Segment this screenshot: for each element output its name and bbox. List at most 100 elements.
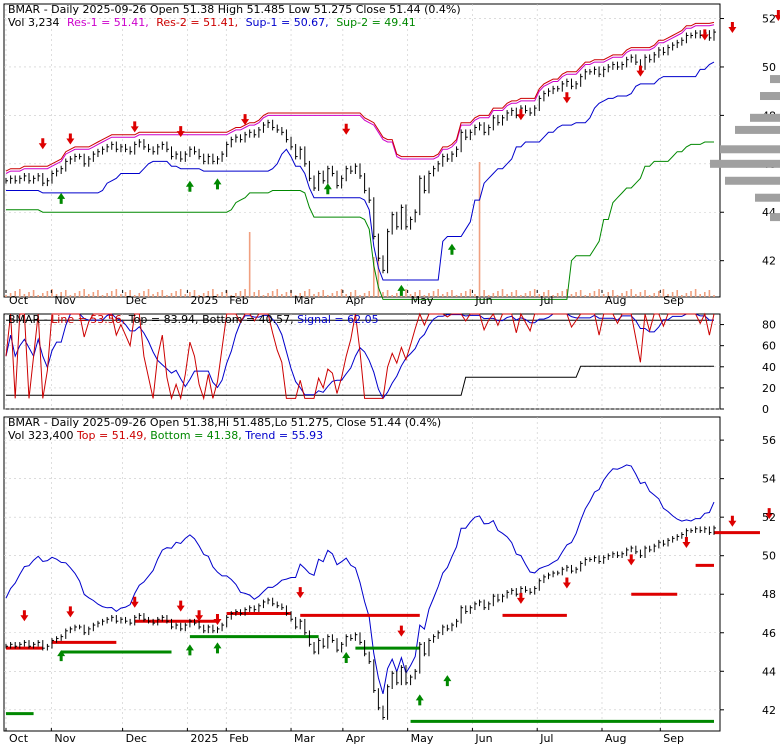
- volume-bar: [5, 295, 7, 297]
- volume-bar: [124, 292, 127, 297]
- volume-bar: [520, 295, 522, 297]
- trend-sell-arrow: [176, 600, 185, 612]
- sell-arrow: [516, 109, 525, 121]
- y-tick-label-50: 50: [762, 61, 776, 74]
- volume-bar: [662, 289, 665, 297]
- volume-bar: [350, 292, 352, 297]
- volume-bar: [653, 293, 656, 297]
- osc-bottom-line: [6, 365, 714, 396]
- volume-bar: [74, 293, 76, 297]
- sell-arrow: [38, 138, 47, 150]
- volume-bar: [64, 290, 67, 297]
- volume-bar: [143, 291, 145, 297]
- volume-bar: [497, 291, 499, 297]
- buy-arrow: [57, 192, 66, 204]
- osc-bottom-label: Bottom = 40.57,: [202, 313, 294, 326]
- osc-symbol: BMAR -: [8, 313, 51, 326]
- buy-arrow: [323, 183, 332, 195]
- signal-arrows: [38, 9, 780, 296]
- volume-bar: [202, 293, 205, 297]
- volume-bar: [152, 294, 154, 297]
- trend-panel-frame: [3, 416, 721, 732]
- volume-bar: [248, 232, 251, 297]
- trend-buy-arrow: [185, 644, 194, 656]
- vol-label: Vol 3,234: [8, 16, 59, 29]
- volume-bar: [625, 291, 628, 297]
- volume-bar: [658, 291, 660, 297]
- volume-bar: [271, 291, 274, 297]
- trend-sell-arrow: [627, 554, 636, 566]
- volume-bar: [78, 291, 81, 297]
- profile-bar: [770, 213, 780, 222]
- sup1-label: Sup-1 = 50.67,: [246, 16, 329, 29]
- trend-sell-arrow: [516, 592, 525, 604]
- volume-bar: [18, 289, 21, 297]
- volume-bar: [428, 293, 430, 297]
- x-tick-label-may: May: [411, 732, 434, 745]
- volume-bar: [281, 294, 283, 297]
- volume-bar: [382, 292, 384, 297]
- volume-bar: [372, 257, 375, 297]
- x-tick-label-aug: Aug: [605, 294, 626, 307]
- trend-sell-arrow: [296, 587, 305, 599]
- volume-bar: [92, 292, 95, 297]
- volume-bar: [363, 293, 366, 297]
- volume-bar: [593, 291, 596, 297]
- volume-bar: [32, 290, 35, 297]
- x-tick-label-aug: Aug: [605, 732, 626, 745]
- volume-bar: [492, 293, 495, 297]
- profile-bar: [755, 193, 780, 202]
- volume-bar: [230, 295, 233, 297]
- volume-bar: [464, 291, 467, 297]
- volume-bar: [612, 290, 614, 297]
- price-header-line2: Vol 3,234 Res-1 = 51.41, Res-2 = 51.41, …: [8, 16, 416, 29]
- x-tick-label-jun: Jun: [474, 294, 492, 307]
- volume-bar: [147, 289, 150, 297]
- osc-signal-label: Signal = 62.05: [297, 313, 379, 326]
- x-tick-label-dec: Dec: [126, 732, 147, 745]
- volume-bar: [258, 290, 260, 297]
- osc-top-label: Top = 83.94,: [128, 313, 199, 326]
- price-x-axis: Oct Nov Dec 2025 Feb Mar Apr May Jun Jul Aug Sep: [5, 290, 684, 307]
- trend-sell-arrow: [66, 606, 75, 618]
- volume-bar: [395, 293, 398, 297]
- volume-bar: [9, 293, 12, 297]
- sell-arrow: [728, 22, 737, 34]
- volume-bar: [327, 295, 329, 297]
- volume-bar: [704, 292, 706, 297]
- trend-line: [5, 464, 715, 695]
- volume-bar: [290, 290, 292, 297]
- trend-buy-arrow: [57, 650, 66, 662]
- volume-bar: [193, 290, 196, 297]
- trend-x-axis: Oct Nov Dec 2025 Feb Mar Apr May Jun Jul Aug Sep: [5, 728, 684, 745]
- volume-bar: [575, 292, 577, 297]
- x-tick-label-sep: Sep: [663, 732, 684, 745]
- volume-bar: [561, 291, 564, 297]
- sell-arrow: [130, 121, 139, 133]
- volume-bar: [46, 291, 49, 297]
- y-tick-label-48: 48: [762, 588, 776, 601]
- y-tick-label-56: 56: [762, 434, 776, 447]
- volume-bar: [685, 293, 688, 297]
- sell-arrow: [342, 123, 351, 135]
- buy-arrow: [213, 178, 222, 190]
- volume-bar: [681, 295, 683, 297]
- volume-bar: [120, 294, 122, 297]
- volume-bar: [418, 290, 421, 297]
- profile-bar: [750, 113, 780, 122]
- volume-bar: [322, 290, 325, 297]
- res2-line: [5, 21, 715, 172]
- volume-bar: [414, 292, 416, 297]
- volume-bar: [175, 291, 177, 297]
- volume-bar: [253, 292, 256, 297]
- sup1-line: [6, 61, 715, 281]
- volume-bar: [474, 294, 476, 297]
- profile-bar: [725, 176, 780, 185]
- volume-bar: [432, 291, 435, 297]
- volume-bar: [708, 290, 711, 297]
- x-tick-label-jul: Jul: [539, 732, 553, 745]
- volume-bar: [455, 295, 458, 297]
- volume-bar: [676, 290, 679, 297]
- volume-profile: [710, 75, 780, 222]
